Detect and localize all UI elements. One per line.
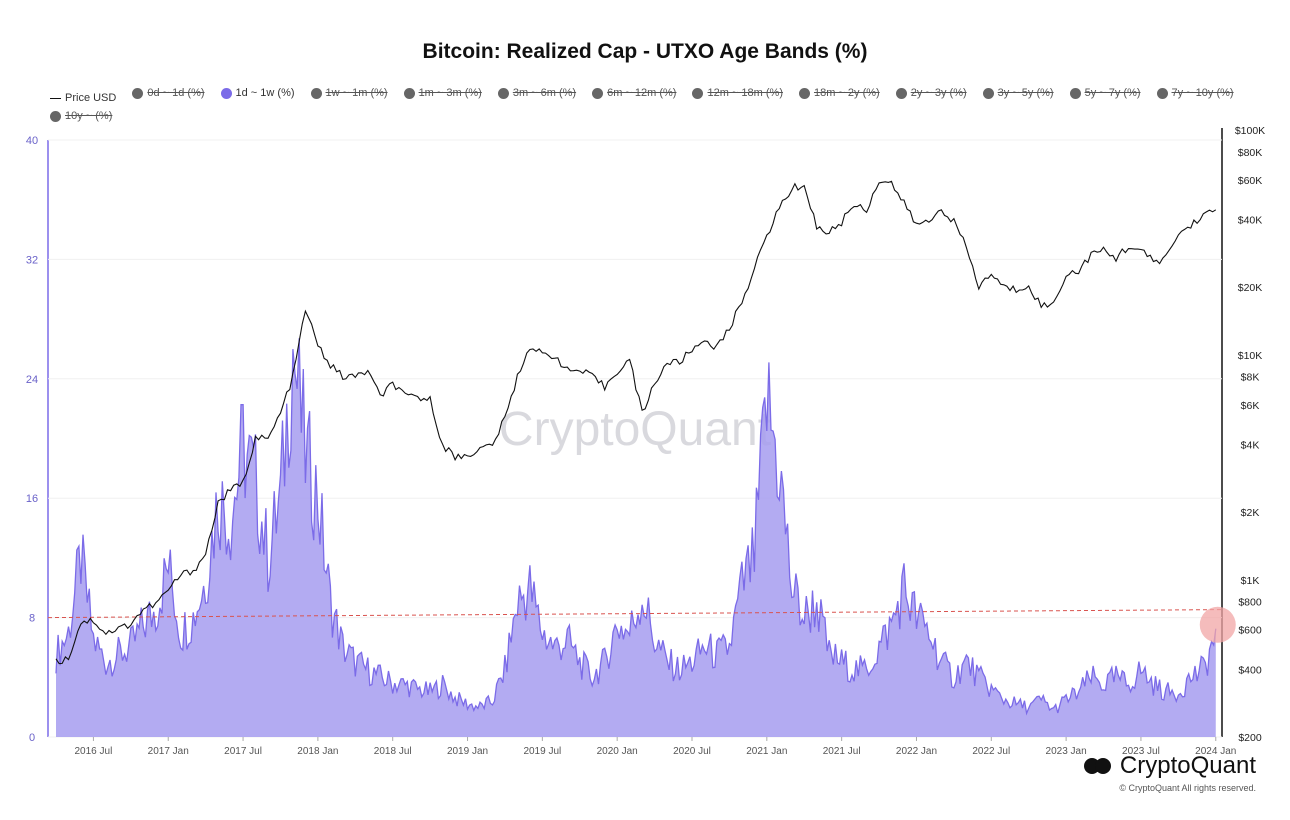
x-tick-label: 2023 Jan [1046, 746, 1087, 757]
legend-item[interactable]: Price USD [50, 92, 116, 104]
legend-label: 2y ~ 3y (%) [910, 87, 967, 99]
legend-label: 6m ~ 12m (%) [607, 87, 677, 99]
legend-dot-marker [982, 87, 994, 99]
x-tick-label: 2021 Jul [823, 746, 861, 757]
legend-dot-marker [310, 87, 322, 99]
band-area [56, 338, 1216, 737]
y-left-tick-label: 0 [29, 732, 35, 744]
y-right-tick-label: $1K [1241, 575, 1260, 587]
legend-dot-marker [220, 87, 232, 99]
y-right-tick-label: $10K [1238, 350, 1263, 362]
y-right-tick-label: $400 [1238, 664, 1262, 676]
legend-dot-marker [692, 87, 704, 99]
legend-label: 5y ~ 7y (%) [1084, 87, 1141, 99]
x-tick-label: 2017 Jul [224, 746, 262, 757]
legend-item[interactable]: 3y ~ 5y (%) [982, 87, 1054, 99]
highlight-circle [1199, 606, 1236, 643]
y-right-tick-label: $40K [1238, 214, 1263, 226]
legend-item[interactable]: 1w ~ 1m (%) [310, 87, 388, 99]
chart-title: Bitcoin: Realized Cap - UTXO Age Bands (… [422, 40, 868, 63]
legend-label: 10y ~ (%) [65, 110, 113, 122]
legend-dot-marker [592, 87, 604, 99]
x-tick-label: 2020 Jan [597, 746, 638, 757]
legend-label: 1m ~ 3m (%) [418, 87, 482, 99]
legend-label: 18m ~ 2y (%) [813, 87, 880, 99]
y-right-tick-label: $600 [1238, 625, 1262, 637]
x-tick-label: 2023 Jul [1122, 746, 1160, 757]
legend-label: 3y ~ 5y (%) [997, 87, 1054, 99]
legend-item[interactable]: 2y ~ 3y (%) [895, 87, 967, 99]
y-right-tick-label: $800 [1238, 597, 1262, 609]
legend-dot-marker [403, 87, 415, 99]
legend-item[interactable]: 12m ~ 18m (%) [692, 87, 783, 99]
y-left-tick-label: 32 [26, 254, 38, 266]
legend-label: 12m ~ 18m (%) [707, 87, 783, 99]
legend-dot-marker [798, 87, 810, 99]
copyright-text: © CryptoQuant All rights reserved. [1119, 783, 1256, 793]
x-tick-label: 2022 Jan [896, 746, 937, 757]
brand-logo: CryptoQuant [1083, 752, 1256, 780]
x-tick-label: 2018 Jul [374, 746, 412, 757]
y-left-tick-label: 24 [26, 374, 38, 386]
x-tick-label: 2018 Jan [297, 746, 338, 757]
legend-item[interactable]: 1d ~ 1w (%) [220, 87, 295, 99]
band-line [55, 338, 1217, 716]
legend-label: Price USD [65, 92, 117, 104]
legend-label: 3m ~ 6m (%) [512, 87, 577, 99]
legend-dot-marker [50, 110, 61, 122]
legend-item[interactable]: 0d ~ 1d (%) [132, 87, 205, 99]
y-right-tick-label: $4K [1241, 439, 1260, 451]
legend-item[interactable]: 6m ~ 12m (%) [592, 87, 676, 99]
watermark-text: CryptoQuant [499, 403, 771, 456]
cryptoquant-logo-icon [1083, 756, 1114, 776]
y-right-tick-label: $100K [1235, 125, 1265, 137]
legend-item[interactable]: 10y ~ (%) [50, 110, 112, 122]
y-right-tick-label: $2K [1241, 507, 1260, 519]
legend-dot-marker [132, 87, 144, 99]
x-tick-label: 2019 Jul [523, 746, 561, 757]
y-right-tick-label: $80K [1238, 147, 1263, 159]
y-left-tick-label: 16 [26, 493, 38, 505]
legend-dot-marker [497, 87, 509, 99]
legend-dot-marker [895, 87, 907, 99]
y-right-tick-label: $6K [1241, 400, 1260, 412]
legend-label: 0d ~ 1d (%) [147, 87, 205, 99]
y-right-tick-label: $20K [1238, 282, 1263, 294]
x-tick-label: 2017 Jan [148, 746, 189, 757]
legend-item[interactable]: 5y ~ 7y (%) [1069, 87, 1141, 99]
y-right-tick-label: $60K [1238, 175, 1263, 187]
legend-label: 7y ~ 10y (%) [1171, 87, 1234, 99]
legend-item[interactable]: 1m ~ 3m (%) [403, 87, 482, 99]
y-left-tick-label: 40 [26, 135, 38, 147]
x-tick-label: 2019 Jan [447, 746, 488, 757]
x-tick-label: 2022 Jul [972, 746, 1010, 757]
legend-item[interactable]: 18m ~ 2y (%) [798, 87, 880, 99]
y-left-tick-label: 8 [29, 613, 35, 625]
legend: Price USD 0d ~ 1d (%) 1d ~ 1w (%) 1w ~ 1m (… [50, 87, 1250, 128]
legend-line-marker [50, 97, 61, 99]
legend-dot-marker [1069, 87, 1081, 99]
x-tick-label: 2024 Jan [1195, 746, 1236, 757]
legend-label: 1d ~ 1w (%) [235, 87, 295, 99]
legend-item[interactable]: 3m ~ 6m (%) [497, 87, 577, 99]
x-tick-label: 2020 Jul [673, 746, 711, 757]
x-tick-label: 2016 Jul [75, 746, 113, 757]
legend-item[interactable]: 7y ~ 10y (%) [1156, 87, 1234, 99]
x-tick-label: 2021 Jan [746, 746, 787, 757]
price-line [55, 180, 1217, 665]
y-right-tick-label: $200 [1238, 732, 1262, 744]
legend-dot-marker [1156, 87, 1168, 99]
brand-name: CryptoQuant [1119, 752, 1256, 779]
y-right-tick-label: $8K [1241, 372, 1260, 384]
legend-label: 1w ~ 1m (%) [325, 87, 388, 99]
